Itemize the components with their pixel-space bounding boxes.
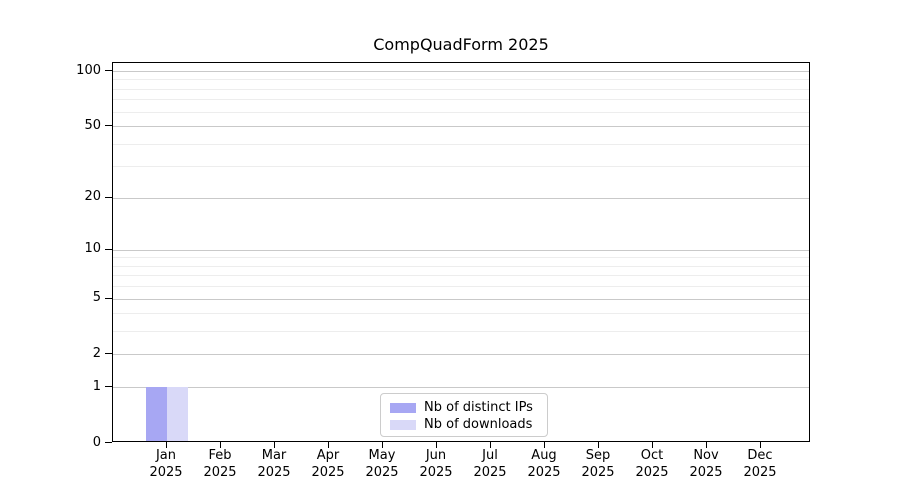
- gridline-major: [113, 197, 809, 199]
- gridline-minor: [113, 257, 809, 259]
- y-tick-mark: [105, 70, 112, 71]
- gridline-minor: [113, 79, 809, 81]
- x-axis-tick-label: Jan 2025: [149, 448, 183, 480]
- gridline-major: [113, 249, 809, 251]
- x-tick-mark: [274, 442, 275, 448]
- y-tick-mark: [105, 353, 112, 355]
- x-tick-mark: [220, 442, 221, 448]
- x-tick-mark: [382, 442, 383, 448]
- gridline-minor: [113, 286, 809, 288]
- x-axis-tick-label: Feb 2025: [203, 448, 237, 480]
- gridline-major: [113, 71, 809, 72]
- legend-label-downloads: Nb of downloads: [424, 417, 533, 432]
- bar-downloads: [167, 387, 188, 441]
- y-tick-mark: [105, 442, 112, 443]
- x-axis-tick-label: Apr 2025: [311, 448, 345, 480]
- legend-item-downloads: Nb of downloads: [390, 416, 538, 433]
- legend-item-distinct-ips: Nb of distinct IPs: [390, 399, 538, 416]
- gridline-major: [113, 354, 809, 356]
- y-axis-tick-label: 20: [84, 189, 101, 205]
- gridline-major: [113, 126, 809, 128]
- x-tick-mark: [436, 442, 437, 448]
- legend-swatch-distinct-ips: [390, 402, 416, 413]
- y-axis-tick-label: 100: [76, 62, 101, 78]
- plot-inner: [113, 63, 809, 441]
- y-tick-mark: [105, 196, 112, 198]
- gridline-minor: [113, 166, 809, 168]
- legend-label-distinct-ips: Nb of distinct IPs: [424, 400, 533, 415]
- plot-area: [112, 62, 810, 442]
- chart-title: CompQuadForm 2025: [373, 35, 549, 54]
- x-tick-mark: [490, 442, 491, 448]
- gridline-major: [113, 298, 809, 300]
- x-tick-mark: [706, 442, 707, 448]
- x-tick-mark: [760, 442, 761, 448]
- x-axis-tick-label: May 2025: [365, 448, 399, 480]
- legend: Nb of distinct IPs Nb of downloads: [380, 393, 548, 437]
- gridline-minor: [113, 143, 809, 145]
- x-tick-mark: [652, 442, 653, 448]
- gridline-minor: [113, 331, 809, 333]
- y-tick-mark: [105, 386, 112, 388]
- gridline-minor: [113, 313, 809, 315]
- x-tick-mark: [166, 442, 167, 448]
- x-tick-mark: [544, 442, 545, 448]
- legend-swatch-downloads: [390, 419, 416, 430]
- x-axis-tick-label: Jun 2025: [419, 448, 453, 480]
- gridline-minor: [113, 275, 809, 277]
- x-tick-mark: [328, 442, 329, 448]
- bar-distinct-ips: [146, 387, 167, 441]
- y-tick-mark: [105, 248, 112, 250]
- y-axis-tick-label: 10: [84, 241, 101, 257]
- y-axis-tick-label: 50: [84, 117, 101, 133]
- y-axis-tick-label: 0: [92, 434, 101, 450]
- gridline-minor: [113, 111, 809, 113]
- x-tick-mark: [598, 442, 599, 448]
- gridline-minor: [113, 99, 809, 101]
- x-axis-tick-label: Sep 2025: [581, 448, 615, 480]
- x-axis-tick-label: Mar 2025: [257, 448, 291, 480]
- y-axis-tick-label: 1: [92, 378, 101, 394]
- x-axis-tick-label: Dec 2025: [743, 448, 777, 480]
- x-axis-tick-label: Jul 2025: [473, 448, 507, 480]
- x-axis-tick-label: Oct 2025: [635, 448, 669, 480]
- y-tick-mark: [105, 125, 112, 127]
- x-axis-tick-label: Aug 2025: [527, 448, 561, 480]
- y-axis-tick-label: 5: [92, 290, 101, 306]
- x-axis-tick-label: Nov 2025: [689, 448, 723, 480]
- y-tick-mark: [105, 297, 112, 299]
- gridline-minor: [113, 88, 809, 90]
- y-axis-tick-label: 2: [92, 345, 101, 361]
- gridline-minor: [113, 265, 809, 267]
- gridline-major: [113, 387, 809, 389]
